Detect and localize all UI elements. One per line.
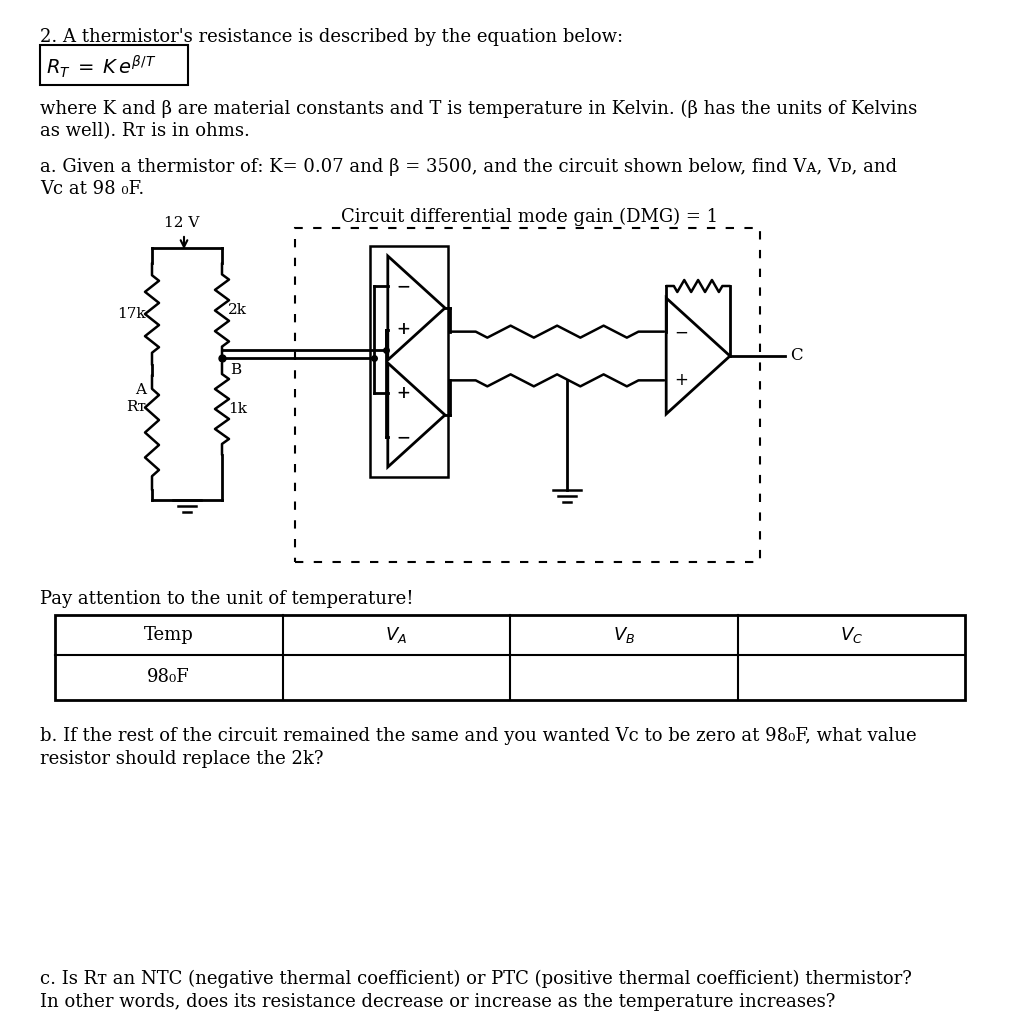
Text: b. If the rest of the circuit remained the same and you wanted Vc to be zero at : b. If the rest of the circuit remained t…: [40, 727, 917, 745]
Text: In other words, does its resistance decrease or increase as the temperature incr: In other words, does its resistance decr…: [40, 993, 836, 1011]
Bar: [370, 246, 448, 477]
Text: $+$: $+$: [395, 322, 410, 338]
Text: $+$: $+$: [674, 372, 689, 389]
Bar: [295, 228, 760, 562]
Text: c. Is Rᴛ an NTC (negative thermal coefficient) or PTC (positive thermal coeffici: c. Is Rᴛ an NTC (negative thermal coeffi…: [40, 970, 912, 988]
Text: Temp: Temp: [144, 626, 194, 644]
Text: $-$: $-$: [395, 428, 410, 445]
Text: 1k: 1k: [228, 402, 247, 416]
Text: where K and β are material constants and T is temperature in Kelvin. (β has the : where K and β are material constants and…: [40, 100, 918, 118]
Text: $R_T \;=\; K\,e^{\beta/T}$: $R_T \;=\; K\,e^{\beta/T}$: [46, 53, 156, 80]
Text: B: B: [230, 362, 241, 377]
Text: Vc at 98 ₀F.: Vc at 98 ₀F.: [40, 180, 144, 198]
Text: Pay attention to the unit of temperature!: Pay attention to the unit of temperature…: [40, 590, 414, 608]
Text: resistor should replace the 2k?: resistor should replace the 2k?: [40, 750, 323, 768]
Bar: [55, 615, 965, 700]
Text: $V_C$: $V_C$: [840, 625, 863, 645]
Text: $-$: $-$: [395, 278, 410, 295]
Text: $V_B$: $V_B$: [612, 625, 635, 645]
Text: $+$: $+$: [395, 322, 410, 338]
Bar: [40, 45, 188, 85]
Text: $+$: $+$: [395, 385, 410, 401]
Text: a. Given a thermistor of: K= 0.07 and β = 3500, and the circuit shown below, fin: a. Given a thermistor of: K= 0.07 and β …: [40, 158, 897, 176]
Text: 12 V: 12 V: [164, 216, 200, 230]
Text: A: A: [135, 383, 146, 397]
Text: Circuit differential mode gain (DMG) = 1: Circuit differential mode gain (DMG) = 1: [342, 208, 719, 226]
Text: 2. A thermistor's resistance is described by the equation below:: 2. A thermistor's resistance is describe…: [40, 28, 624, 46]
Text: 98₀F: 98₀F: [147, 669, 191, 686]
Text: $-$: $-$: [395, 278, 410, 295]
Text: $V_A$: $V_A$: [385, 625, 408, 645]
Text: $-$: $-$: [395, 428, 410, 445]
Text: C: C: [790, 347, 803, 365]
Text: $+$: $+$: [395, 385, 410, 401]
Text: as well). Rᴛ is in ohms.: as well). Rᴛ is in ohms.: [40, 122, 249, 140]
Text: 2k: 2k: [228, 303, 247, 317]
Text: 17k: 17k: [118, 307, 146, 321]
Text: Rᴛ: Rᴛ: [126, 400, 146, 414]
Text: $-$: $-$: [674, 324, 689, 340]
